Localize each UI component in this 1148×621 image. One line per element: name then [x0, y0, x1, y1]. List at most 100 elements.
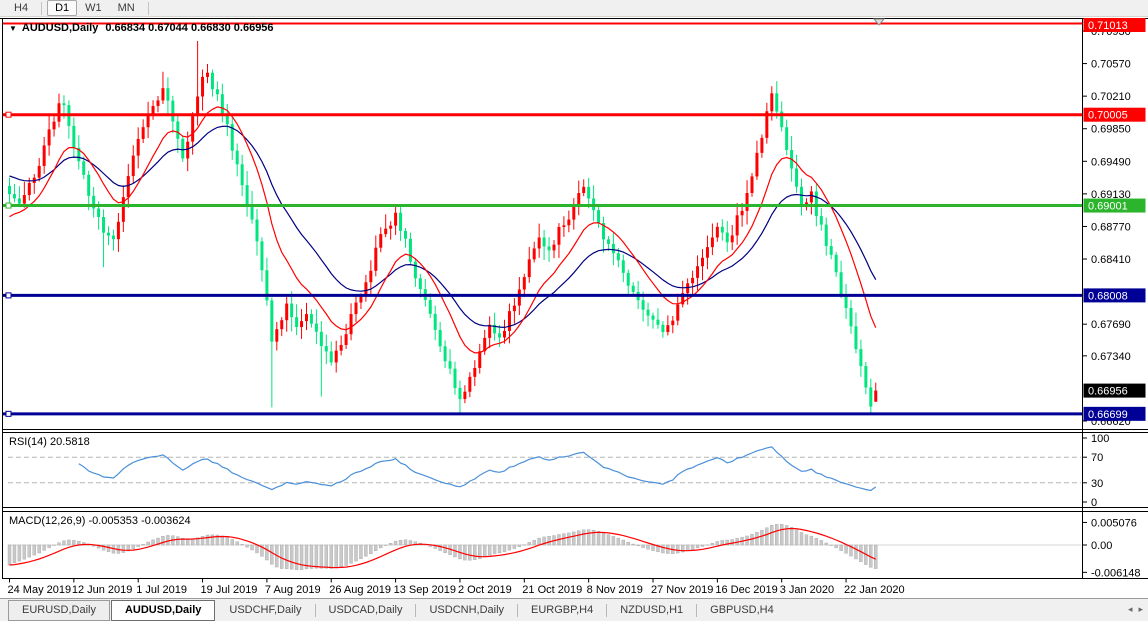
time-axis-label: 7 Aug 2019 — [265, 584, 321, 596]
candle — [458, 387, 462, 400]
macd-histogram-bar — [685, 544, 690, 551]
timeframe-button-h4[interactable]: H4 — [14, 2, 29, 14]
price-scale[interactable]: 0.709300.705700.702100.698500.694900.691… — [1082, 18, 1146, 579]
tab-usdcnh-daily[interactable]: USDCNH,Daily — [429, 603, 505, 616]
macd-panel — [7, 524, 1081, 570]
macd-histogram-bar — [136, 544, 140, 547]
candle — [503, 330, 506, 338]
level-anchor[interactable] — [5, 410, 12, 417]
macd-histogram-bar — [17, 544, 22, 562]
candle — [230, 124, 234, 151]
candle — [616, 253, 620, 261]
candle — [215, 89, 219, 95]
candle — [745, 193, 749, 211]
tab-usdchf-daily[interactable]: USDCHF,Daily — [229, 603, 302, 616]
candle — [369, 270, 373, 283]
macd-histogram-bar — [809, 535, 814, 546]
tab-usdcad-daily[interactable]: USDCAD,Daily — [328, 603, 403, 616]
candle — [334, 350, 338, 363]
macd-histogram-bar — [512, 544, 517, 549]
level-anchor[interactable] — [5, 202, 12, 209]
candle — [493, 324, 497, 334]
candle — [691, 277, 695, 284]
candle — [448, 361, 452, 369]
candle — [686, 283, 690, 294]
candle — [354, 302, 358, 315]
time-axis[interactable]: 24 May 2019 12 Jun 2019 1 Jul 2019 19 Jul 2… — [8, 578, 905, 597]
macd-histogram-bar — [141, 544, 145, 546]
macd-histogram-bar — [700, 544, 705, 547]
price-tick-label: 0.68410 — [1091, 254, 1131, 266]
macd-histogram-bar — [829, 544, 833, 546]
macd-histogram-bar — [804, 534, 809, 546]
candle — [597, 210, 601, 224]
candle — [52, 121, 56, 130]
tab-eurgbp-h4[interactable]: EURGBP,H4 — [531, 603, 594, 616]
candle — [626, 272, 630, 286]
tab-separator — [606, 603, 608, 617]
macd-histogram-bar — [473, 544, 477, 560]
macd-histogram-bar — [814, 538, 819, 546]
macd-histogram-bar — [47, 544, 51, 548]
candle — [537, 237, 541, 249]
tab-audusd-daily[interactable]: AUDUSD,Daily — [110, 599, 216, 621]
candle — [121, 197, 125, 222]
chart-tab-bar: EURUSD,Daily AUDUSD,Daily USDCHF,Daily USDC… — [0, 598, 1148, 621]
indicator-line — [9, 527, 877, 569]
chart-shift-marker[interactable] — [872, 18, 886, 26]
candle — [201, 76, 205, 97]
candle — [443, 346, 447, 362]
candle — [245, 185, 249, 205]
rsi-indicator-label: RSI(14) 20.5818 — [9, 436, 90, 448]
macd-histogram-bar — [661, 544, 665, 554]
tab-gbpusd-h4[interactable]: GBPUSD,H4 — [710, 603, 774, 616]
macd-histogram-bar — [339, 544, 343, 568]
macd-histogram-bar — [225, 537, 230, 546]
macd-histogram-bar — [725, 539, 729, 546]
chart-dropdown-icon[interactable]: ▼ — [9, 24, 17, 33]
tab-scroll-right-icon[interactable]: ▸ — [1138, 604, 1143, 614]
rsi-panel — [8, 446, 1081, 492]
macd-histogram-bar — [780, 524, 784, 546]
timeframe-toolbar: H4 D1 W1 MN — [0, 0, 1148, 17]
candle — [824, 224, 828, 247]
macd-histogram-bar — [646, 544, 650, 550]
macd-histogram-bar — [611, 536, 616, 546]
macd-histogram-bar — [824, 542, 828, 546]
macd-histogram-bar — [379, 544, 383, 549]
candle — [295, 317, 299, 328]
macd-histogram-bar — [497, 544, 502, 554]
candle — [57, 103, 61, 122]
price-tick-label: 0.68770 — [1091, 221, 1131, 233]
macd-histogram-bar — [819, 540, 823, 546]
price-tick-label: 0.67690 — [1091, 319, 1131, 331]
macd-histogram-bar — [794, 529, 799, 546]
timeframe-button-mn[interactable]: MN — [117, 2, 135, 14]
timeframe-button-w1[interactable]: W1 — [85, 2, 102, 14]
tab-eurusd-daily[interactable]: EURUSD,Daily — [8, 599, 110, 621]
level-anchor[interactable] — [5, 111, 12, 118]
level-anchor[interactable] — [5, 292, 12, 299]
macd-histogram-bar — [690, 544, 695, 550]
macd-histogram-bar — [309, 544, 314, 569]
macd-histogram-bar — [245, 544, 249, 548]
macd-histogram-bar — [314, 544, 319, 569]
candle — [270, 300, 274, 342]
candle — [235, 150, 239, 165]
tab-nzdusd-h1[interactable]: NZDUSD,H1 — [620, 603, 684, 616]
candle — [651, 315, 655, 320]
rsi-scale-label: 100 — [1091, 433, 1109, 445]
candle — [463, 391, 467, 400]
candle — [324, 346, 328, 352]
timeframe-button-d1[interactable]: D1 — [47, 0, 78, 16]
candle — [225, 113, 229, 125]
candle — [676, 304, 680, 321]
macd-histogram-bar — [760, 529, 764, 546]
candle — [265, 270, 269, 301]
tab-scroll-left-icon[interactable]: ◂ — [1127, 604, 1133, 614]
candle — [631, 285, 635, 292]
candle — [587, 186, 591, 199]
candle — [869, 387, 873, 407]
candle — [136, 138, 140, 156]
macd-histogram-bar — [126, 544, 131, 552]
